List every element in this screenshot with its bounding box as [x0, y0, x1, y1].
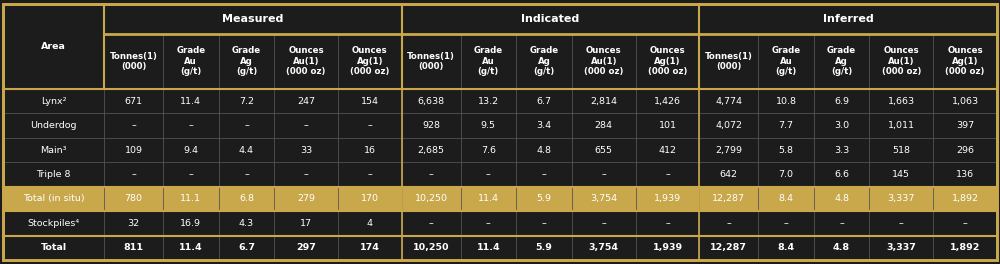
Bar	[104, 4, 402, 34]
Bar	[402, 211, 461, 235]
Bar	[636, 162, 699, 187]
Text: 10,250: 10,250	[413, 243, 449, 252]
Text: 154: 154	[361, 97, 379, 106]
Bar	[461, 34, 516, 89]
Text: 3.3: 3.3	[834, 145, 849, 154]
Text: 4: 4	[367, 219, 373, 228]
Text: 1,892: 1,892	[950, 243, 980, 252]
Text: –: –	[542, 170, 546, 179]
Text: –: –	[244, 121, 249, 130]
Bar	[516, 113, 572, 138]
Text: –: –	[188, 170, 193, 179]
Bar	[699, 187, 758, 211]
Bar	[516, 138, 572, 162]
Text: 32: 32	[128, 219, 140, 228]
Bar	[3, 113, 997, 138]
Text: 642: 642	[720, 170, 738, 179]
Bar	[814, 34, 869, 89]
Bar	[3, 4, 997, 34]
Text: Grade
Au
(g/t): Grade Au (g/t)	[176, 46, 205, 76]
Text: Total (in situ): Total (in situ)	[23, 194, 84, 204]
Bar	[338, 34, 402, 89]
Bar	[274, 113, 338, 138]
Bar	[163, 138, 219, 162]
Bar	[699, 211, 758, 235]
Text: 4,072: 4,072	[715, 121, 742, 130]
Text: –: –	[726, 219, 731, 228]
Bar	[219, 162, 274, 187]
Text: –: –	[131, 170, 136, 179]
Bar	[163, 113, 219, 138]
Text: –: –	[188, 121, 193, 130]
Text: –: –	[899, 219, 904, 228]
Text: 412: 412	[659, 145, 677, 154]
Text: 1,892: 1,892	[952, 194, 979, 204]
Text: 4.4: 4.4	[239, 145, 254, 154]
Bar	[3, 211, 997, 235]
Text: 6.6: 6.6	[834, 170, 849, 179]
Bar	[402, 34, 461, 89]
Bar	[3, 187, 104, 211]
Bar	[572, 34, 636, 89]
Bar	[758, 235, 814, 260]
Bar	[274, 34, 338, 89]
Bar	[933, 89, 997, 113]
Text: Tonnes(1)
(000): Tonnes(1) (000)	[110, 51, 158, 71]
Bar	[758, 138, 814, 162]
Bar	[163, 34, 219, 89]
Bar	[338, 211, 402, 235]
Bar	[869, 113, 933, 138]
Text: 3,337: 3,337	[886, 243, 916, 252]
Text: Inferred: Inferred	[823, 14, 874, 24]
Text: 279: 279	[297, 194, 315, 204]
Bar	[3, 235, 997, 260]
Text: 12,287: 12,287	[710, 243, 747, 252]
Bar	[274, 89, 338, 113]
Text: –: –	[131, 121, 136, 130]
Bar	[402, 4, 699, 34]
Text: 518: 518	[892, 145, 910, 154]
Text: 10,250: 10,250	[415, 194, 448, 204]
Text: –: –	[429, 170, 434, 179]
Bar	[758, 211, 814, 235]
Text: 6.8: 6.8	[239, 194, 254, 204]
Bar	[219, 211, 274, 235]
Text: Underdog: Underdog	[30, 121, 77, 130]
Bar	[3, 162, 104, 187]
Bar	[3, 162, 997, 187]
Bar	[516, 89, 572, 113]
Bar	[163, 89, 219, 113]
Bar	[572, 235, 636, 260]
Bar	[699, 138, 758, 162]
Text: 1,011: 1,011	[888, 121, 915, 130]
Text: –: –	[486, 219, 491, 228]
Bar	[933, 187, 997, 211]
Bar	[338, 138, 402, 162]
Bar	[869, 235, 933, 260]
Bar	[338, 113, 402, 138]
Text: Tonnes(1)
(000): Tonnes(1) (000)	[407, 51, 455, 71]
Text: 17: 17	[300, 219, 312, 228]
Bar	[572, 138, 636, 162]
Text: Ounces
Au(1)
(000 oz): Ounces Au(1) (000 oz)	[286, 46, 326, 76]
Bar	[572, 187, 636, 211]
Text: 4,774: 4,774	[715, 97, 742, 106]
Bar	[814, 34, 869, 89]
Bar	[274, 162, 338, 187]
Text: 8.4: 8.4	[778, 194, 793, 204]
Text: 1,063: 1,063	[952, 97, 979, 106]
Bar	[516, 211, 572, 235]
Text: 5.9: 5.9	[536, 243, 552, 252]
Bar	[516, 162, 572, 187]
Bar	[104, 138, 163, 162]
Text: Triple 8: Triple 8	[36, 170, 71, 179]
Bar	[3, 211, 104, 235]
Text: Ounces
Ag(1)
(000 oz): Ounces Ag(1) (000 oz)	[350, 46, 390, 76]
Text: 101: 101	[659, 121, 677, 130]
Bar	[338, 89, 402, 113]
Bar	[3, 89, 997, 113]
Bar	[869, 211, 933, 235]
Bar	[461, 162, 516, 187]
Text: –: –	[542, 219, 546, 228]
Text: –: –	[304, 121, 309, 130]
